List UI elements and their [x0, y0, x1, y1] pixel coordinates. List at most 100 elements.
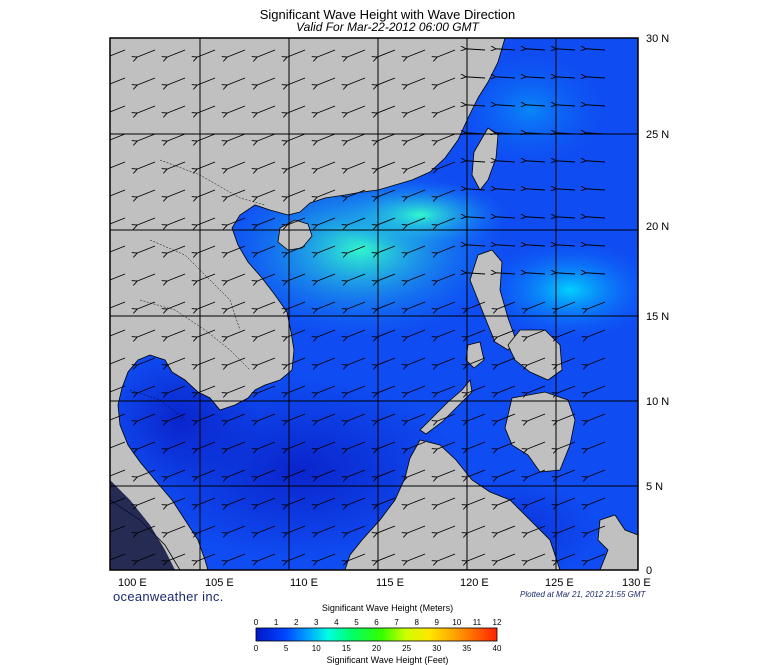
wave-arrow [166, 245, 186, 253]
wave-arrow [496, 385, 516, 393]
legend-meter-tick: 7 [394, 618, 399, 627]
wave-arrow [196, 385, 216, 393]
wave-arrow [496, 525, 516, 533]
wave-arrow [466, 413, 486, 421]
legend-feet-ticks: 0 5 10 15 20 25 30 35 40 [254, 644, 502, 653]
wave-arrow [346, 105, 366, 113]
wave-arrow [286, 525, 306, 533]
wave-arrow [525, 161, 546, 162]
wave-arrow [256, 105, 276, 113]
wave-arrow [286, 189, 306, 197]
wave-arrow [110, 497, 126, 505]
wave-arrow [526, 441, 546, 449]
wave-arrow [136, 385, 156, 393]
wave-arrow [376, 413, 396, 421]
wave-arrow [226, 49, 246, 57]
wave-arrow [166, 497, 186, 505]
wave-arrow [466, 469, 486, 477]
wave-arrow [226, 161, 246, 169]
visayas-islands [507, 329, 563, 381]
wave-arrow [256, 133, 276, 141]
wave-arrow [465, 273, 486, 274]
wave-arrow [556, 413, 576, 421]
wave-arrow [585, 245, 606, 246]
wave-arrow [466, 329, 486, 337]
wave-arrow [376, 441, 396, 449]
lon-label: 130 E [622, 577, 651, 589]
wave-arrow [256, 49, 276, 57]
wave-arrow [316, 329, 336, 337]
wave-arrow [376, 525, 396, 533]
wave-arrow [286, 133, 306, 141]
deep-shade [110, 480, 175, 570]
lon-label: 115 E [376, 577, 404, 589]
wave-arrow [585, 161, 606, 162]
legend-feet-tick: 0 [254, 644, 259, 653]
wave-arrow [226, 525, 246, 533]
legend-meter-tick: 10 [452, 618, 461, 627]
wave-arrow [136, 497, 156, 505]
wave-arrow [465, 161, 486, 162]
legend-meter-tick: 5 [354, 618, 359, 627]
legend-feet-tick: 35 [462, 644, 471, 653]
wave-arrow [256, 497, 276, 505]
wave-arrow [525, 189, 546, 190]
legend-meter-tick: 9 [435, 618, 440, 627]
wave-arrow [436, 189, 456, 197]
wave-arrow [406, 413, 426, 421]
wave-arrow [196, 77, 216, 85]
wave-arrow [495, 133, 516, 134]
wave-arrow [226, 329, 246, 337]
wave-arrow [196, 105, 216, 113]
wave-arrow [110, 217, 126, 225]
wave-arrow [226, 497, 246, 505]
wave-arrow [406, 245, 426, 253]
wave-arrow [226, 301, 246, 309]
wave-arrow [346, 189, 366, 197]
wave-arrow [346, 525, 366, 533]
wave-arrow [136, 189, 156, 197]
wave-arrow [555, 133, 576, 134]
wave-arrow [406, 133, 426, 141]
wave-arrow [436, 217, 456, 225]
wave-arrow [436, 133, 456, 141]
taiwan-island [471, 127, 499, 191]
wave-arrow [136, 525, 156, 533]
wave-arrow [136, 413, 156, 421]
legend-meter-tick: 1 [274, 618, 279, 627]
wave-arrow [196, 301, 216, 309]
wave-arrow [436, 273, 456, 281]
latitude-labels: 0 5 N 10 N 15 N 20 N 25 N 30 N [646, 33, 669, 577]
wave-arrow [110, 413, 126, 421]
wave-arrow [110, 301, 126, 309]
wave-arrow [555, 189, 576, 190]
wave-arrow [110, 385, 126, 393]
wave-arrow [376, 385, 396, 393]
wave-arrow [286, 77, 306, 85]
wave-arrow [316, 217, 336, 225]
wave-arrow [555, 49, 576, 50]
wave-arrow [196, 441, 216, 449]
wave-arrow [166, 385, 186, 393]
wave-arrow [346, 217, 366, 225]
wave-arrow [286, 273, 306, 281]
wave-arrow [436, 105, 456, 113]
wave-arrow [286, 413, 306, 421]
wave-arrow [110, 553, 126, 561]
wave-arrow [226, 357, 246, 365]
wave-arrow [556, 553, 576, 561]
wave-arrow [436, 301, 456, 309]
lon-label: 125 E [545, 577, 574, 589]
wave-arrow [586, 525, 606, 533]
wave-arrow [316, 273, 336, 281]
lat-label: 15 N [646, 311, 669, 323]
wave-arrow [586, 553, 606, 561]
wave-arrow [376, 497, 396, 505]
wave-arrow [555, 77, 576, 78]
legend-feet-tick: 40 [493, 644, 502, 653]
wave-arrow [110, 441, 126, 449]
wave-arrow [166, 553, 186, 561]
brand-logo-text: oceanweather inc. [113, 589, 224, 604]
wave-arrow [256, 441, 276, 449]
graticule [110, 38, 638, 570]
